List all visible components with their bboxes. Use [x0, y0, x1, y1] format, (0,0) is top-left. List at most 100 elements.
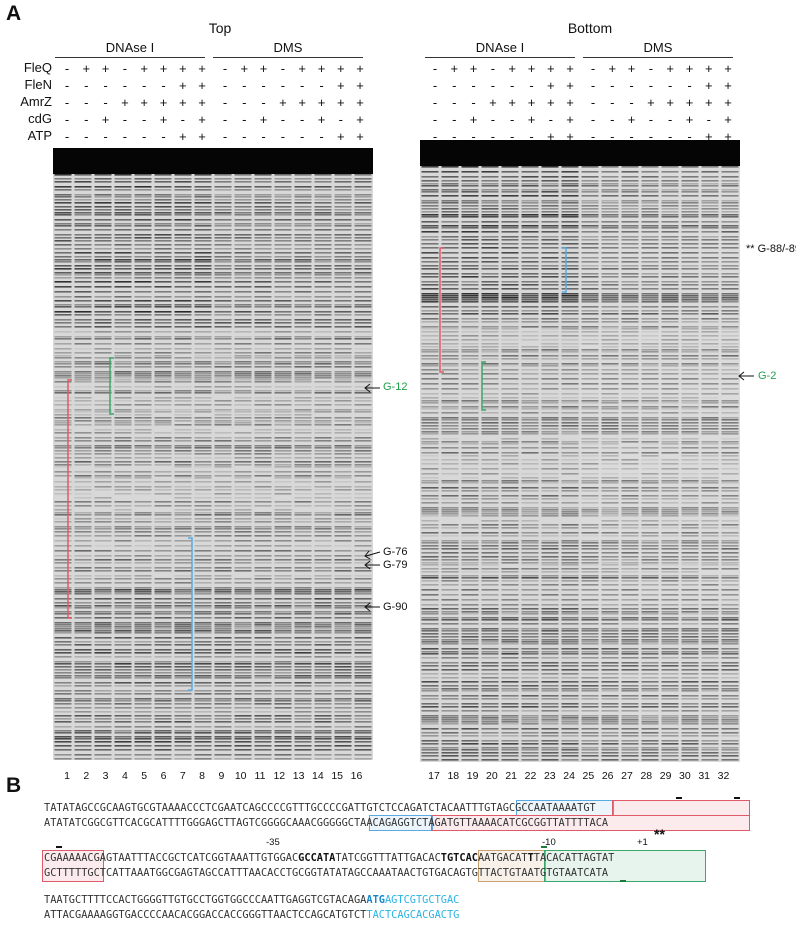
condition-symbol: - [610, 129, 615, 144]
condition-symbol: + [198, 78, 206, 93]
condition-symbol: - [590, 78, 596, 93]
condition-symbol: - [122, 78, 128, 93]
tss-base: T [527, 852, 534, 864]
label-g12: G-12 [383, 381, 408, 393]
lane-number: 25 [582, 770, 595, 782]
condition-symbol: + [666, 61, 674, 76]
seq-block3-top: TAATGCTTTTCCACTGGGGTTGTGCCTGGTGGCCCAATTG… [44, 893, 459, 907]
condition-symbol: + [647, 95, 655, 110]
condition-symbol: - [222, 61, 228, 76]
seq-block3-bottom-a: ATTACGAAAAGGTGACCCCAACACGGACCACCGGGTTAAC… [44, 909, 367, 921]
condition-symbol: - [629, 78, 634, 93]
condition-symbol: - [280, 129, 286, 144]
condition-symbol: - [142, 129, 147, 144]
condition-symbol: - [548, 112, 553, 127]
condition-symbol: - [64, 129, 70, 144]
condition-symbol: + [450, 61, 459, 76]
condition-symbol: + [198, 129, 206, 144]
condition-symbol: + [337, 129, 345, 144]
condition-symbol: - [432, 129, 438, 144]
left-blue-bracket [188, 537, 193, 691]
condition-symbol: - [319, 129, 324, 144]
panel-a-letter: A [6, 2, 22, 25]
condition-symbol: - [452, 95, 457, 110]
condition-symbol: - [590, 95, 596, 110]
condition-symbol: + [724, 112, 732, 127]
condition-symbol: + [179, 78, 187, 93]
row-label-cdg: cdG [28, 111, 52, 126]
seq-block2-top-a: CGAAAAACGAGTAATTTACCGCTCATCGGTAAATTGTGGA… [44, 852, 299, 864]
condition-symbol: - [471, 95, 476, 110]
condition-symbol: + [685, 112, 694, 127]
minus10-label: -10 [542, 837, 556, 848]
lane-number: 6 [160, 770, 167, 782]
condition-symbol: - [64, 61, 70, 76]
lane-number: 3 [102, 770, 109, 782]
gel-bottom-strand [420, 140, 740, 762]
condition-symbol: + [337, 95, 345, 110]
condition-symbol: - [300, 78, 305, 93]
condition-symbol: - [261, 95, 266, 110]
condition-symbol: - [687, 78, 692, 93]
left-dnase-rule [55, 57, 205, 58]
lane-number: 5 [141, 770, 148, 782]
condition-symbol: - [590, 112, 596, 127]
condition-symbol: + [240, 61, 249, 76]
condition-symbol: - [668, 78, 673, 93]
condition-symbol: - [280, 61, 286, 76]
lane-number: 29 [659, 770, 672, 782]
condition-symbol: - [452, 129, 457, 144]
lane-number: 7 [179, 770, 186, 782]
condition-symbol: + [298, 95, 306, 110]
row-label-amrz: AmrZ [20, 94, 52, 109]
condition-symbol: - [242, 78, 247, 93]
condition-symbol: - [629, 129, 634, 144]
minus35-label: -35 [266, 837, 280, 848]
seq-block2-top-b: TATCGGTTTATTGACAC [335, 852, 441, 864]
lane-number: 16 [350, 770, 363, 782]
seq-block3-top-a: TAATGCTTTTCCACTGGGGTTGTGCCTGGTGGCCCAATTG… [44, 894, 367, 906]
condition-symbol: + [705, 129, 713, 144]
condition-symbol: - [142, 78, 147, 93]
seq-block1-top: TATATAGCCGCAAGTGCGTAAAACCCTCGAATCAGCCCCG… [44, 802, 596, 814]
right-dnase-label: DNAse I [475, 40, 525, 55]
top-section-title: Top [208, 20, 232, 36]
right-red-bracket [439, 247, 444, 373]
condition-symbol: + [159, 112, 168, 127]
condition-symbol: + [724, 61, 732, 76]
lane-number: 1 [64, 770, 70, 782]
lane-number: 17 [428, 770, 440, 782]
lane-number: 18 [447, 770, 460, 782]
condition-symbol: + [159, 95, 168, 110]
condition-symbol: + [259, 61, 268, 76]
right-dms-label: DMS [643, 40, 673, 55]
condition-symbol: + [566, 95, 574, 110]
lane-number: 13 [292, 770, 305, 782]
left-dms-rule [213, 57, 363, 58]
condition-symbol: - [103, 129, 108, 144]
right-green-bracket [481, 361, 486, 411]
row-label-atp: ATP [27, 128, 52, 143]
condition-symbol: + [298, 61, 306, 76]
gel-well-region [420, 140, 740, 166]
lane-number: 26 [601, 770, 614, 782]
condition-symbol: - [668, 129, 673, 144]
condition-symbol: + [666, 95, 674, 110]
condition-symbol: + [608, 61, 617, 76]
condition-symbol: - [122, 61, 128, 76]
right-blue-bracket [562, 247, 567, 293]
gel-well-region [53, 148, 373, 174]
condition-symbol: - [280, 78, 286, 93]
condition-symbol: - [432, 95, 438, 110]
condition-symbol: - [432, 78, 438, 93]
condition-symbol: + [356, 112, 364, 127]
condition-symbol: + [179, 95, 187, 110]
condition-symbol: - [490, 129, 496, 144]
condition-symbol: + [547, 61, 555, 76]
condition-symbol: - [510, 78, 515, 93]
condition-symbol: + [259, 112, 268, 127]
seq-block2-top-c: AATGACAT [477, 852, 528, 864]
left-red-bracket [67, 379, 72, 619]
start-codon: ATG [366, 894, 385, 906]
